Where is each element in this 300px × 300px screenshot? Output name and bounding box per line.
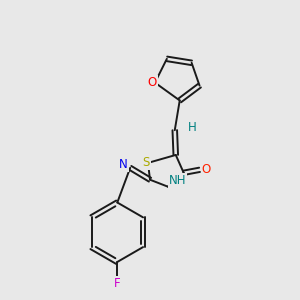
Text: H: H xyxy=(188,121,197,134)
Text: O: O xyxy=(202,163,211,176)
Text: NH: NH xyxy=(169,174,187,187)
Text: F: F xyxy=(114,277,121,290)
Text: S: S xyxy=(142,156,150,170)
Text: N: N xyxy=(119,158,128,171)
Text: O: O xyxy=(147,76,157,89)
